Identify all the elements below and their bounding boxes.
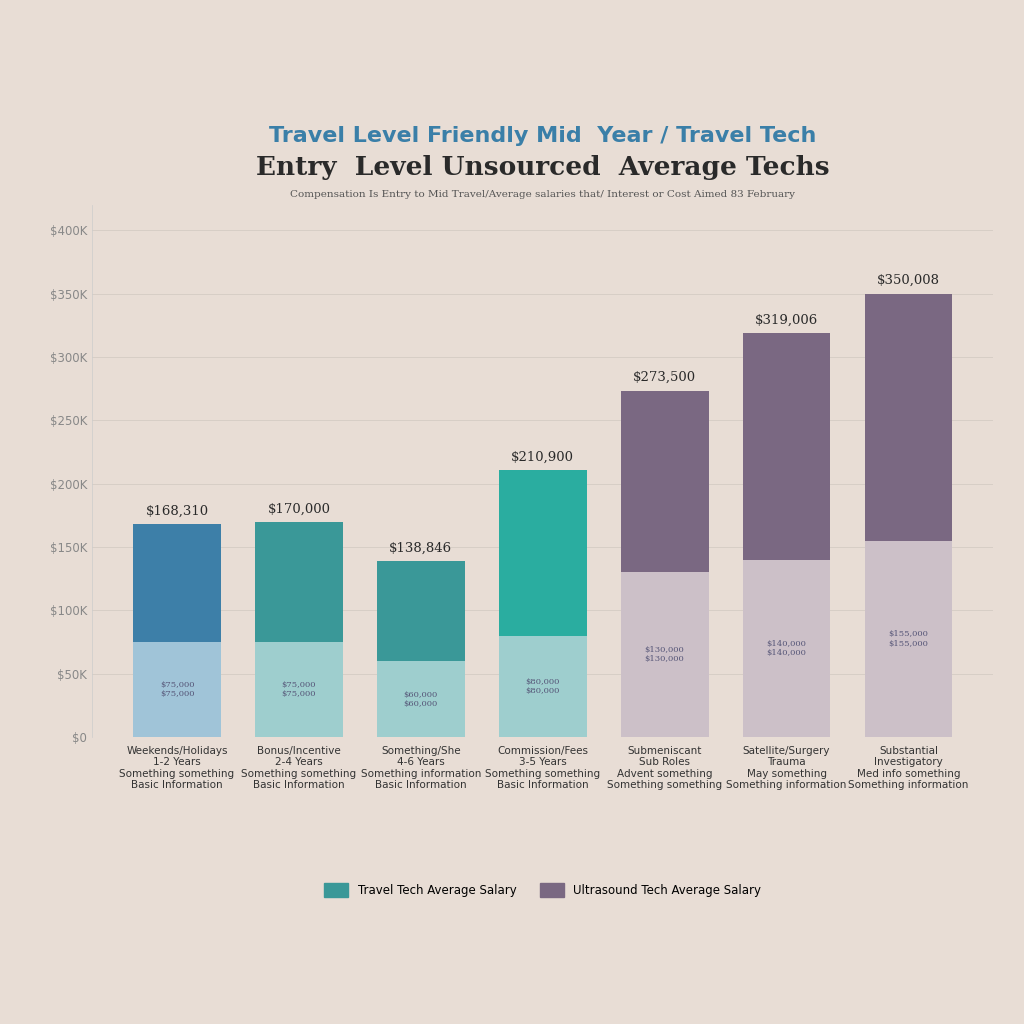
Bar — [742, 560, 830, 737]
Text: $138,846: $138,846 — [389, 542, 453, 555]
Text: Entry  Level Unsourced  Average Techs: Entry Level Unsourced Average Techs — [256, 155, 829, 180]
Bar — [499, 470, 587, 636]
Text: $155,000
$155,000: $155,000 $155,000 — [889, 631, 929, 647]
Text: $75,000
$75,000: $75,000 $75,000 — [160, 681, 195, 698]
Text: $80,000
$80,000: $80,000 $80,000 — [525, 678, 560, 695]
Text: $319,006: $319,006 — [755, 313, 818, 327]
Text: $75,000
$75,000: $75,000 $75,000 — [282, 681, 316, 698]
Bar — [377, 662, 465, 737]
Text: $130,000
$130,000: $130,000 $130,000 — [645, 646, 684, 664]
Bar — [742, 333, 830, 560]
Text: $273,500: $273,500 — [633, 371, 696, 384]
Bar — [864, 541, 952, 737]
Bar — [864, 294, 952, 541]
Text: Compensation Is Entry to Mid Travel/Average salaries that/ Interest or Cost Aime: Compensation Is Entry to Mid Travel/Aver… — [290, 189, 796, 199]
Text: $60,000
$60,000: $60,000 $60,000 — [403, 690, 438, 708]
Bar — [255, 522, 343, 642]
Bar — [621, 572, 709, 737]
Bar — [499, 636, 587, 737]
Bar — [621, 390, 709, 572]
Bar — [133, 524, 221, 642]
Text: $168,310: $168,310 — [145, 505, 209, 517]
Bar — [255, 642, 343, 737]
Text: $210,900: $210,900 — [511, 451, 574, 464]
Legend: Travel Tech Average Salary, Ultrasound Tech Average Salary: Travel Tech Average Salary, Ultrasound T… — [319, 878, 766, 902]
Bar — [133, 642, 221, 737]
Text: $170,000: $170,000 — [267, 503, 331, 515]
Text: Travel Level Friendly Mid  Year / Travel Tech: Travel Level Friendly Mid Year / Travel … — [269, 126, 816, 145]
Text: $140,000
$140,000: $140,000 $140,000 — [767, 640, 807, 657]
Bar — [377, 561, 465, 662]
Text: $350,008: $350,008 — [877, 274, 940, 287]
